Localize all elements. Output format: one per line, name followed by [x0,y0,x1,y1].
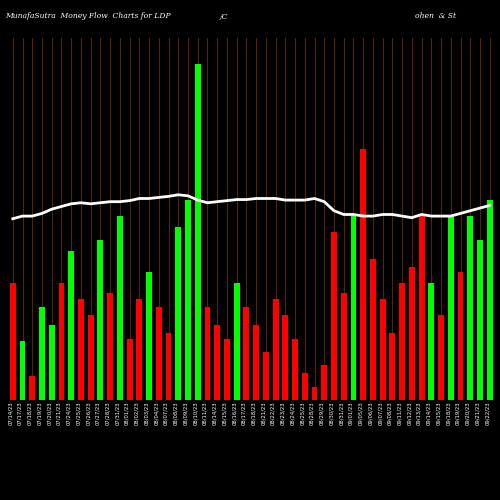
Bar [331,232,337,400]
Bar [58,282,64,400]
Bar [78,298,84,400]
Bar [360,150,366,400]
Bar [204,306,210,400]
Bar [468,216,473,400]
Text: ohen  & St: ohen & St [415,12,456,20]
Bar [39,306,45,400]
Bar [88,314,94,400]
Bar [409,266,415,400]
Bar [117,216,123,400]
Bar [390,334,396,400]
Bar [10,282,16,400]
Bar [312,386,318,400]
Bar [399,282,405,400]
Bar [156,306,162,400]
Bar [98,240,103,400]
Bar [458,272,464,400]
Bar [322,366,327,400]
Bar [107,294,113,400]
Bar [176,226,181,400]
Bar [341,294,346,400]
Bar [438,314,444,400]
Bar [185,200,191,400]
Bar [350,216,356,400]
Bar [49,326,54,400]
Bar [263,352,269,400]
Bar [136,298,142,400]
Bar [214,326,220,400]
Bar [253,326,259,400]
Text: MunafaSutra  Money Flow  Charts for LDP: MunafaSutra Money Flow Charts for LDP [5,12,170,20]
Bar [418,216,424,400]
Bar [224,338,230,400]
Bar [244,306,250,400]
Bar [370,258,376,400]
Bar [68,250,74,400]
Bar [380,298,386,400]
Bar [166,334,172,400]
Bar [292,338,298,400]
Bar [477,240,483,400]
Bar [302,374,308,400]
Bar [448,216,454,400]
Bar [146,272,152,400]
Bar [272,298,278,400]
Bar [428,282,434,400]
Bar [126,338,132,400]
Bar [195,64,200,400]
Bar [234,282,239,400]
Text: /C: /C [220,12,228,20]
Bar [487,200,492,400]
Bar [30,376,35,400]
Bar [20,342,26,400]
Bar [282,314,288,400]
